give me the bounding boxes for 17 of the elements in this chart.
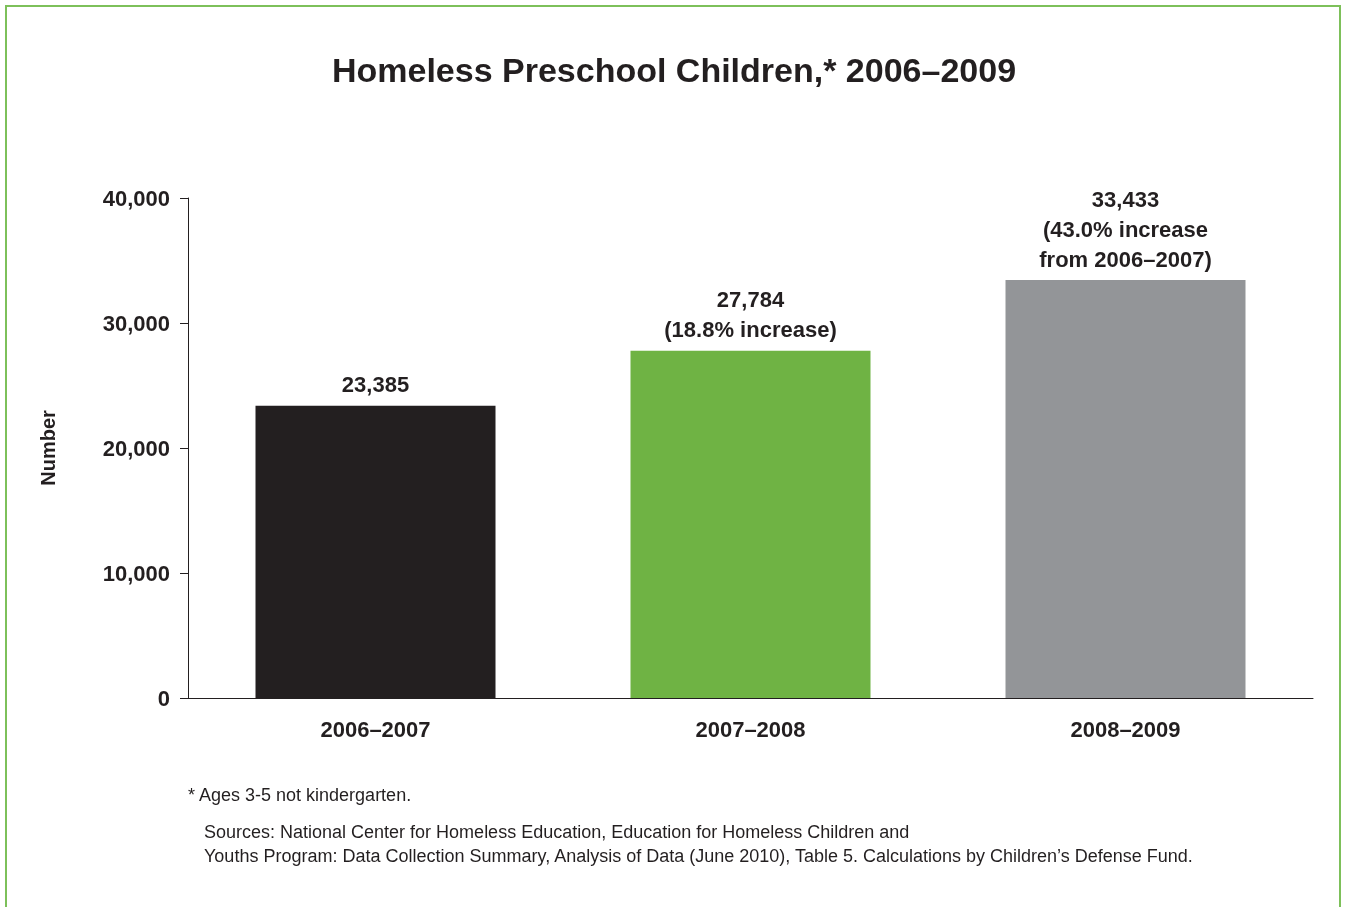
chart-title: Homeless Preschool Children,* 2006–2009 [331, 51, 1017, 89]
y-tick-label: 40,000 [102, 185, 170, 211]
text: * Ages 3-5 not kindergarten. [188, 785, 412, 805]
y-axis-title: Number [37, 410, 59, 486]
x-tick-label: 2008–2009 [1070, 716, 1181, 742]
data-label: 27,784 (18.8% increase) [664, 287, 837, 343]
x-tick-label: 2007–2008 [695, 716, 806, 742]
y-tick-label: 0 [157, 685, 170, 711]
data-label: 33,433 (43.0% increase from 2006–2007) [1039, 186, 1212, 272]
x-tick-label: 2006–2007 [320, 716, 431, 742]
y-tick-label: 30,000 [102, 310, 170, 336]
data-label: 23,385 [341, 372, 410, 398]
y-tick-label: 20,000 [102, 435, 170, 461]
bar [630, 350, 871, 698]
bar [1005, 280, 1246, 698]
y-tick-label: 10,000 [102, 560, 170, 586]
source-note: Sources: National Center for Homeless Education, Education for Homeless Children and Youths Program: Data Collection Summary, Analysis of Data (June 2010), Table 5. Calculations by Children’s Defense Fund. [204, 822, 1193, 866]
